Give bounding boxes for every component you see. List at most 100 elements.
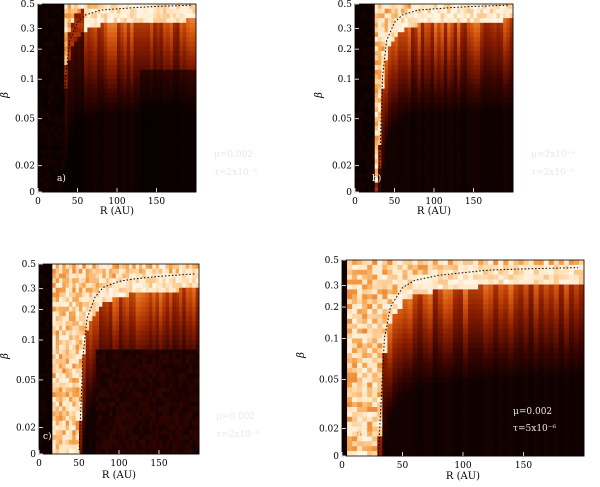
heat-cell bbox=[67, 22, 72, 28]
heat-cell bbox=[62, 311, 67, 317]
heat-cell bbox=[453, 51, 458, 57]
heat-cell bbox=[397, 187, 402, 193]
heat-cell bbox=[460, 8, 465, 14]
heat-cell bbox=[364, 46, 369, 52]
heat-cell bbox=[55, 411, 60, 417]
heat-cell bbox=[67, 83, 72, 89]
heat-cell bbox=[404, 112, 409, 118]
heat-cell bbox=[182, 159, 187, 165]
heat-cell bbox=[39, 292, 43, 298]
heat-cell bbox=[42, 392, 47, 398]
heat-cell bbox=[417, 79, 422, 85]
heat-cell bbox=[69, 278, 73, 284]
heat-cell bbox=[59, 411, 63, 417]
heat-cell bbox=[115, 378, 120, 384]
heat-cell bbox=[49, 264, 53, 270]
heat-cell bbox=[77, 88, 82, 94]
heat-cell bbox=[140, 55, 144, 61]
heat-cell bbox=[95, 392, 100, 398]
heat-cell bbox=[176, 126, 180, 132]
heat-cell bbox=[140, 121, 144, 127]
heat-cell bbox=[57, 51, 62, 57]
heat-cell bbox=[460, 51, 465, 57]
heat-cell bbox=[79, 435, 83, 441]
heat-cell bbox=[102, 397, 107, 403]
heat-cell bbox=[74, 69, 78, 75]
heat-cell bbox=[460, 93, 465, 99]
heat-cell bbox=[143, 163, 148, 169]
heat-cell bbox=[80, 107, 85, 113]
heat-cell bbox=[75, 354, 80, 360]
heat-cell bbox=[470, 116, 474, 122]
heat-cell bbox=[130, 130, 134, 136]
heat-cell bbox=[457, 98, 461, 104]
heat-cell bbox=[52, 311, 57, 317]
heat-cell bbox=[371, 112, 376, 118]
heat-cell bbox=[153, 102, 157, 108]
heat-cell bbox=[387, 27, 392, 33]
heat-cell bbox=[93, 74, 98, 80]
heat-cell bbox=[489, 140, 494, 146]
heat-cell bbox=[457, 69, 461, 75]
heat-cell bbox=[427, 177, 432, 183]
heat-cell bbox=[176, 60, 180, 66]
heat-cell bbox=[117, 187, 121, 193]
heat-cell bbox=[153, 32, 157, 38]
heat-cell bbox=[453, 18, 458, 24]
heat-cell bbox=[371, 149, 376, 155]
heat-cell bbox=[192, 88, 197, 94]
heat-cell bbox=[156, 112, 161, 118]
heat-cell bbox=[120, 145, 124, 151]
heat-cell bbox=[105, 373, 110, 379]
heat-cell bbox=[95, 430, 100, 436]
heat-cell bbox=[51, 60, 55, 66]
heat-cell bbox=[62, 287, 67, 293]
heat-cell bbox=[368, 154, 372, 160]
heat-cell bbox=[378, 41, 382, 47]
heat-cell bbox=[105, 368, 110, 374]
heat-cell bbox=[42, 387, 47, 393]
heat-cell bbox=[391, 41, 395, 47]
heat-cell bbox=[407, 126, 412, 132]
heat-cell bbox=[65, 411, 70, 417]
heat-cell bbox=[159, 149, 164, 155]
heat-cell bbox=[102, 273, 107, 279]
heat-cell bbox=[95, 349, 100, 355]
heat-cell bbox=[79, 311, 83, 317]
heat-cell bbox=[49, 373, 53, 379]
heat-cell bbox=[85, 420, 90, 426]
heat-cell bbox=[407, 74, 412, 80]
heat-cell bbox=[39, 268, 43, 274]
heat-cell bbox=[480, 60, 484, 66]
heat-cell bbox=[169, 126, 174, 132]
heat-cell bbox=[443, 163, 448, 169]
heat-cell bbox=[100, 22, 105, 28]
heat-cell bbox=[67, 135, 72, 141]
heat-cell bbox=[120, 8, 124, 14]
heat-cell bbox=[38, 154, 42, 160]
heat-cell bbox=[434, 163, 438, 169]
heat-cell bbox=[189, 46, 194, 52]
heat-cell bbox=[126, 130, 131, 136]
heat-cell bbox=[453, 36, 458, 42]
heat-cell bbox=[136, 159, 141, 165]
heat-cell bbox=[64, 159, 69, 165]
heat-cell bbox=[424, 149, 428, 155]
heat-cell bbox=[149, 187, 154, 193]
heat-cell bbox=[355, 4, 359, 10]
heat-cell bbox=[493, 93, 497, 99]
heat-cell bbox=[74, 112, 78, 118]
heat-cell bbox=[52, 283, 57, 289]
heat-cell bbox=[381, 159, 386, 165]
heat-cell bbox=[47, 154, 52, 160]
heat-cell bbox=[153, 8, 157, 14]
heat-cell bbox=[176, 154, 180, 160]
heat-cell bbox=[503, 145, 507, 151]
heat-cell bbox=[59, 283, 63, 289]
heat-cell bbox=[103, 130, 108, 136]
heat-cell bbox=[42, 425, 47, 431]
heat-cell bbox=[450, 55, 455, 61]
heat-cell bbox=[39, 444, 43, 450]
heat-cell bbox=[176, 182, 180, 188]
heat-cell bbox=[420, 65, 425, 71]
